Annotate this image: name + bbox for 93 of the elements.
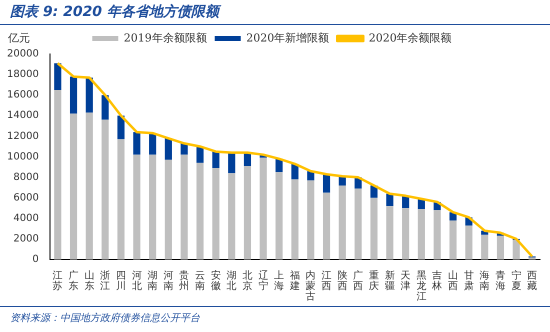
bar <box>386 194 394 206</box>
bar <box>54 63 62 90</box>
bar <box>512 240 520 260</box>
x-tick-label: 贵州 <box>179 269 190 292</box>
bar <box>496 236 504 260</box>
bar <box>307 180 314 260</box>
chart-title: 图表 9: 2020 年各省地方债限额 <box>0 0 550 25</box>
bar <box>117 116 125 140</box>
x-tick-label: 吉林 <box>431 269 442 292</box>
x-tick-label: 河南 <box>163 269 174 292</box>
x-tick-label: 天津 <box>400 270 411 292</box>
y-tick-label: 2000 <box>13 234 39 245</box>
bar <box>354 188 362 260</box>
x-tick-label: 广东 <box>68 269 79 292</box>
bar <box>212 168 220 260</box>
bar <box>196 146 204 163</box>
x-tick-label: 辽宁 <box>258 269 268 292</box>
x-tick-label: 安徽 <box>210 269 221 292</box>
x-tick-label: 四川 <box>116 270 126 292</box>
bar <box>102 120 109 260</box>
x-tick-label: 海南 <box>480 269 490 292</box>
x-tick-label: 新疆 <box>384 269 395 292</box>
bar <box>465 226 472 260</box>
bar <box>133 154 140 260</box>
x-tick-label: 青海 <box>495 269 506 292</box>
text: 资料来源：中国地方政府债券信息公开平台 <box>10 313 200 324</box>
bar <box>212 152 220 168</box>
x-tick-label: 黑龙江 <box>416 270 426 302</box>
bar <box>386 206 394 260</box>
x-tick-label: 湖南 <box>148 269 158 292</box>
bar <box>117 139 125 260</box>
bar <box>291 179 298 260</box>
y-tick-label: 0 <box>32 254 39 266</box>
x-tick-label: 云南 <box>195 270 206 292</box>
bar <box>180 143 188 155</box>
bar <box>291 164 298 180</box>
bar <box>228 173 236 260</box>
x-tick-label: 内蒙古 <box>306 269 316 302</box>
bar <box>102 95 109 120</box>
x-tick-label: 湖北 <box>226 269 237 292</box>
bar <box>481 234 488 260</box>
y-tick-label: 16000 <box>7 90 39 101</box>
bar <box>434 210 441 260</box>
y-tick-label: 20000 <box>7 48 39 60</box>
x-tick-label: 山东 <box>84 269 94 292</box>
bar <box>86 112 93 260</box>
bar <box>133 132 140 155</box>
bar <box>196 162 204 260</box>
x-tick-label: 江苏 <box>52 269 63 292</box>
bar <box>338 186 346 260</box>
bar <box>402 208 410 260</box>
x-tick-label: 山西 <box>448 269 458 292</box>
y-tick-label: 4000 <box>13 212 39 224</box>
bar <box>322 192 330 260</box>
bar <box>164 160 172 260</box>
x-tick-label: 重庆 <box>368 269 379 292</box>
bar <box>244 166 252 260</box>
bar <box>370 198 378 260</box>
y-tick-label: 18000 <box>7 69 39 80</box>
bar <box>418 209 425 260</box>
bar <box>322 174 330 193</box>
legend-label: 2020年余额限额 <box>368 31 452 44</box>
bar <box>86 78 93 113</box>
legend-label: 2019年余额限额 <box>124 31 207 44</box>
bar <box>54 90 62 260</box>
bar <box>449 220 457 260</box>
y-tick-label: 10000 <box>7 151 39 162</box>
x-tick-label: 上海 <box>274 269 284 292</box>
x-tick-label: 宁夏 <box>511 269 522 292</box>
legend-label: 2020年新增限额 <box>246 31 330 44</box>
x-tick-label: 北京 <box>242 269 252 292</box>
y-tick-label: 6000 <box>13 192 39 204</box>
bar <box>260 158 267 260</box>
bar <box>70 76 78 114</box>
x-tick-label: 西藏 <box>527 270 538 292</box>
y-tick-label: 8000 <box>13 172 39 183</box>
bar <box>164 138 172 160</box>
x-tick-label: 甘肃 <box>464 269 474 292</box>
bar <box>228 152 236 174</box>
y-tick-label: 14000 <box>7 110 39 122</box>
y-tick-label: 12000 <box>7 130 39 142</box>
x-tick-label: 陕西 <box>337 269 348 292</box>
bar <box>149 133 156 155</box>
bar <box>180 154 188 260</box>
x-tick-label: 浙江 <box>100 269 110 292</box>
bar <box>276 172 283 260</box>
x-tick-label: 广西 <box>353 269 364 292</box>
bar <box>70 114 78 260</box>
x-tick-label: 江西 <box>322 269 332 292</box>
x-tick-label: 福建 <box>288 269 300 292</box>
bar <box>149 154 156 260</box>
y-axis-title: 亿元 <box>7 31 30 44</box>
x-tick-label: 河北 <box>132 269 142 292</box>
